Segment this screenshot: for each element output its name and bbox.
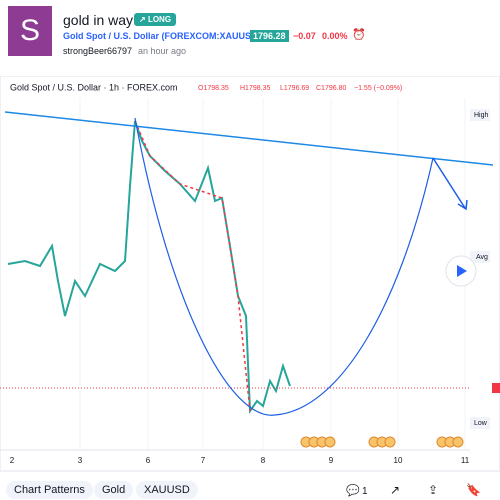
- price: 1796.28: [250, 30, 289, 42]
- price-label: High: [474, 112, 489, 119]
- tag[interactable]: Gold: [94, 481, 134, 499]
- price-path-down: [134, 120, 251, 412]
- trend-line: [4, 111, 494, 166]
- x-label: 10: [394, 456, 403, 465]
- arrow: [432, 157, 466, 209]
- idea-title[interactable]: gold in way: [63, 12, 134, 28]
- change-pct: 0.00%: [322, 31, 348, 41]
- boost-icon[interactable]: ⇪: [428, 483, 439, 497]
- share-icon[interactable]: ↗: [390, 483, 401, 497]
- change: −0.07: [293, 31, 316, 41]
- price-label: Avg: [476, 254, 488, 261]
- ohlc-close: C1796.80: [316, 85, 346, 92]
- x-label: 11: [461, 456, 470, 465]
- tag[interactable]: XAUUSD: [136, 481, 198, 499]
- play-icon: [457, 265, 467, 277]
- x-label: 7: [201, 456, 206, 465]
- ohlc-change: −1.55 (−0.09%): [354, 85, 402, 92]
- ohlc-low: L1796.69: [280, 85, 309, 92]
- chart: Gold Spot / U.S. Dollar · 1h · FOREX.com…: [0, 76, 500, 472]
- symbol[interactable]: Gold Spot / U.S. Dollar (FOREXCOM:XAUUSD…: [63, 31, 261, 41]
- cup-curve: [134, 117, 434, 416]
- last-price-box: [492, 383, 500, 393]
- badge: ↗ LONG: [134, 13, 177, 26]
- alarm-icon[interactable]: ⏰: [352, 29, 366, 41]
- tag[interactable]: Chart Patterns: [6, 481, 93, 499]
- author[interactable]: strongBeer66797: [63, 46, 133, 56]
- x-label: 2: [10, 456, 15, 465]
- bookmark-icon[interactable]: 🔖: [466, 483, 481, 497]
- badge-text: LONG: [147, 15, 172, 24]
- arrow-head: [457, 199, 468, 211]
- x-label: 6: [146, 456, 151, 465]
- event-icons: [300, 436, 464, 448]
- price-label-bg: [470, 251, 490, 263]
- ohlc-high: H1798.35: [240, 85, 270, 92]
- price-path: [7, 120, 291, 414]
- price-label-bg: [470, 109, 490, 121]
- legend-title: Gold Spot / U.S. Dollar · 1h · FOREX.com: [10, 82, 178, 92]
- comment-count: 1: [362, 486, 368, 497]
- x-label: 3: [78, 456, 83, 465]
- ohlc-open: O1798.35: [198, 85, 229, 92]
- x-label: 9: [329, 456, 334, 465]
- price-label-bg: [470, 417, 490, 429]
- price-label: Low: [474, 420, 488, 427]
- time: an hour ago: [138, 46, 187, 56]
- x-label: 8: [261, 456, 266, 465]
- avatar[interactable]: S: [8, 6, 52, 56]
- comment-icon[interactable]: 💬: [346, 485, 360, 497]
